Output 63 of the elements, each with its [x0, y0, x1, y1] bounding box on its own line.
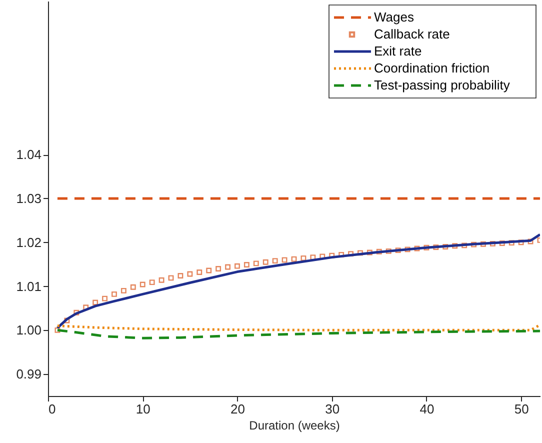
point: [225, 264, 230, 270]
y-tick-label: 1.01: [16, 278, 42, 294]
point: [442, 244, 448, 250]
point: [244, 262, 250, 268]
point: [187, 271, 193, 277]
x-tick-label: 50: [514, 402, 529, 416]
y-tick-label: 0.99: [16, 366, 42, 382]
point: [234, 263, 240, 269]
point: [140, 282, 146, 288]
x-tick-label: 20: [230, 402, 245, 416]
point: [404, 246, 410, 252]
point: [130, 284, 136, 290]
point: [262, 259, 268, 265]
point: [386, 248, 392, 254]
point: [158, 277, 164, 283]
point: [112, 291, 117, 297]
legend-label: Coordination friction: [374, 60, 490, 76]
point: [92, 300, 98, 306]
point: [366, 250, 372, 256]
legend-label: Callback rate: [374, 26, 450, 42]
y-tick-label: 1.04: [16, 147, 42, 162]
legend-label: Exit rate: [374, 44, 422, 58]
point: [462, 242, 468, 248]
point: [168, 275, 174, 281]
point: [282, 257, 288, 263]
point: [471, 242, 476, 248]
legend-label: Wages: [374, 10, 414, 24]
point: [216, 266, 222, 272]
legend-label: Test-passing probability: [374, 78, 510, 92]
point: [253, 260, 259, 266]
point: [528, 238, 534, 244]
x-tick-label: 0: [48, 402, 56, 416]
y-tick-label: 1.02: [16, 234, 42, 250]
point: [499, 240, 505, 246]
x-tick-label: 40: [420, 402, 434, 416]
point: [206, 268, 212, 274]
y-tick-label: 1.03: [16, 191, 42, 206]
point: [64, 318, 70, 324]
point: [480, 241, 486, 247]
point: [508, 240, 514, 246]
x-axis-title: Duration (weeks): [249, 418, 340, 432]
point: [178, 273, 184, 278]
point: [120, 288, 126, 294]
point: [452, 243, 458, 249]
point: [490, 240, 496, 246]
point: [272, 258, 278, 264]
point: [376, 248, 382, 254]
point: [433, 244, 439, 250]
point: [414, 246, 420, 252]
point: [291, 256, 297, 262]
point: [54, 327, 60, 333]
x-tick-label: 30: [325, 402, 340, 416]
point: [74, 310, 80, 316]
y-tick-label: 1.00: [16, 322, 42, 338]
point: [424, 244, 430, 250]
point: [518, 240, 524, 246]
point: [196, 270, 202, 275]
point: [300, 255, 306, 261]
x-tick-label: 10: [136, 402, 150, 416]
point: [395, 248, 401, 254]
line-series: [56, 328, 540, 340]
point: [149, 280, 155, 286]
point: [102, 296, 108, 302]
